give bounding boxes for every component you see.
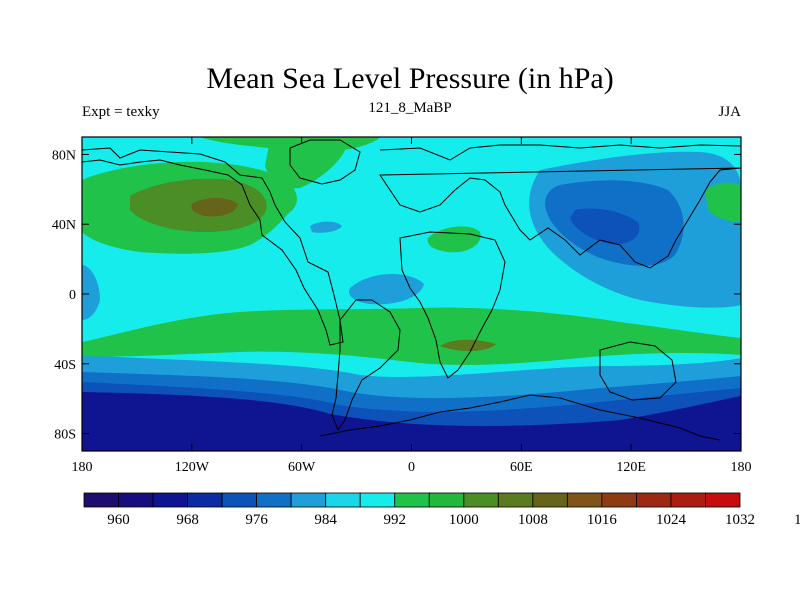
center-label: 121_8_MaBP — [368, 100, 451, 116]
colorbar-label: 1000 — [449, 512, 479, 528]
x-tick-label: 120E — [616, 460, 646, 475]
y-tick-label: 40S — [54, 358, 76, 373]
colorbar-bin — [497, 492, 534, 508]
coastline-greenland — [289, 139, 361, 185]
colorbar-bin — [187, 492, 223, 508]
x-tick-label: 60E — [510, 460, 533, 475]
pressure-field — [82, 137, 741, 451]
colorbar-bin — [290, 492, 327, 508]
y-tick-label: 0 — [69, 288, 76, 303]
right-label: JJA — [718, 104, 741, 120]
colorbar-bin — [152, 492, 188, 508]
atlantic-blue-patch — [349, 273, 424, 305]
colorbar-label: 1008 — [518, 512, 548, 528]
colorbar-bin — [705, 492, 741, 508]
x-axis: 180 120W 60W 0 60E 120E 180 — [72, 137, 752, 475]
colorbar-bin — [221, 492, 258, 508]
colorbar-bin — [636, 492, 672, 508]
x-tick-label: 180 — [72, 460, 93, 475]
west-edge-blue — [82, 265, 100, 320]
colorbar-bin — [670, 492, 706, 508]
coastline-australia — [599, 341, 677, 401]
east-green-patch — [705, 182, 741, 222]
y-tick-label: 80N — [52, 148, 76, 163]
north-high-core — [191, 198, 238, 217]
x-tick-label: 180 — [731, 460, 752, 475]
x-tick-label: 120W — [175, 460, 210, 475]
colorbar-label: 1040 — [794, 512, 800, 528]
colorbar-label: 960 — [107, 512, 130, 528]
band-960-south — [82, 392, 741, 451]
coastline-africa — [399, 231, 506, 379]
colorbar-bin — [566, 492, 603, 508]
colorbar-label: 1024 — [656, 512, 687, 528]
southern-high-belt — [82, 307, 741, 365]
y-axis: 80N 40N 0 40S 80S — [52, 148, 741, 443]
coastline-north-america — [82, 147, 344, 346]
coastlines — [82, 139, 741, 441]
x-tick-label: 0 — [408, 460, 415, 475]
coastline-antarctica — [319, 394, 721, 441]
y-tick-label: 40N — [52, 218, 76, 233]
colorbar: 960 968 976 984 992 1000 1008 1016 1024 1032 1040 — [83, 492, 800, 528]
colorbar-label: 1016 — [587, 512, 618, 528]
colorbar-bin — [83, 492, 119, 508]
north-pacific-green — [265, 139, 345, 189]
colorbar-label: 992 — [383, 512, 406, 528]
colorbar-bin — [256, 492, 292, 508]
colorbar-bin — [394, 492, 430, 508]
coastline-south-america — [331, 299, 401, 432]
colorbar-label: 976 — [245, 512, 268, 528]
colorbar-bin — [532, 492, 568, 508]
colorbar-bin — [325, 492, 361, 508]
colorbar-bin — [428, 492, 465, 508]
colorbar-label: 968 — [176, 512, 199, 528]
southern-high-core — [440, 339, 496, 352]
colorbar-label: 984 — [314, 512, 337, 528]
chart-title: Mean Sea Level Pressure (in hPa) — [206, 62, 613, 95]
x-tick-label: 60W — [288, 460, 316, 475]
y-tick-label: 80S — [54, 428, 76, 443]
pacific-blue-patch — [310, 221, 342, 233]
colorbar-bin — [359, 492, 396, 508]
left-label: Expt = texky — [82, 104, 160, 120]
colorbar-bin — [463, 492, 499, 508]
colorbar-bin — [118, 492, 154, 508]
asia-low-976 — [570, 208, 640, 245]
colorbar-bin — [601, 492, 637, 508]
colorbar-label: 1032 — [725, 512, 755, 528]
coastline-eurasia — [379, 144, 741, 269]
